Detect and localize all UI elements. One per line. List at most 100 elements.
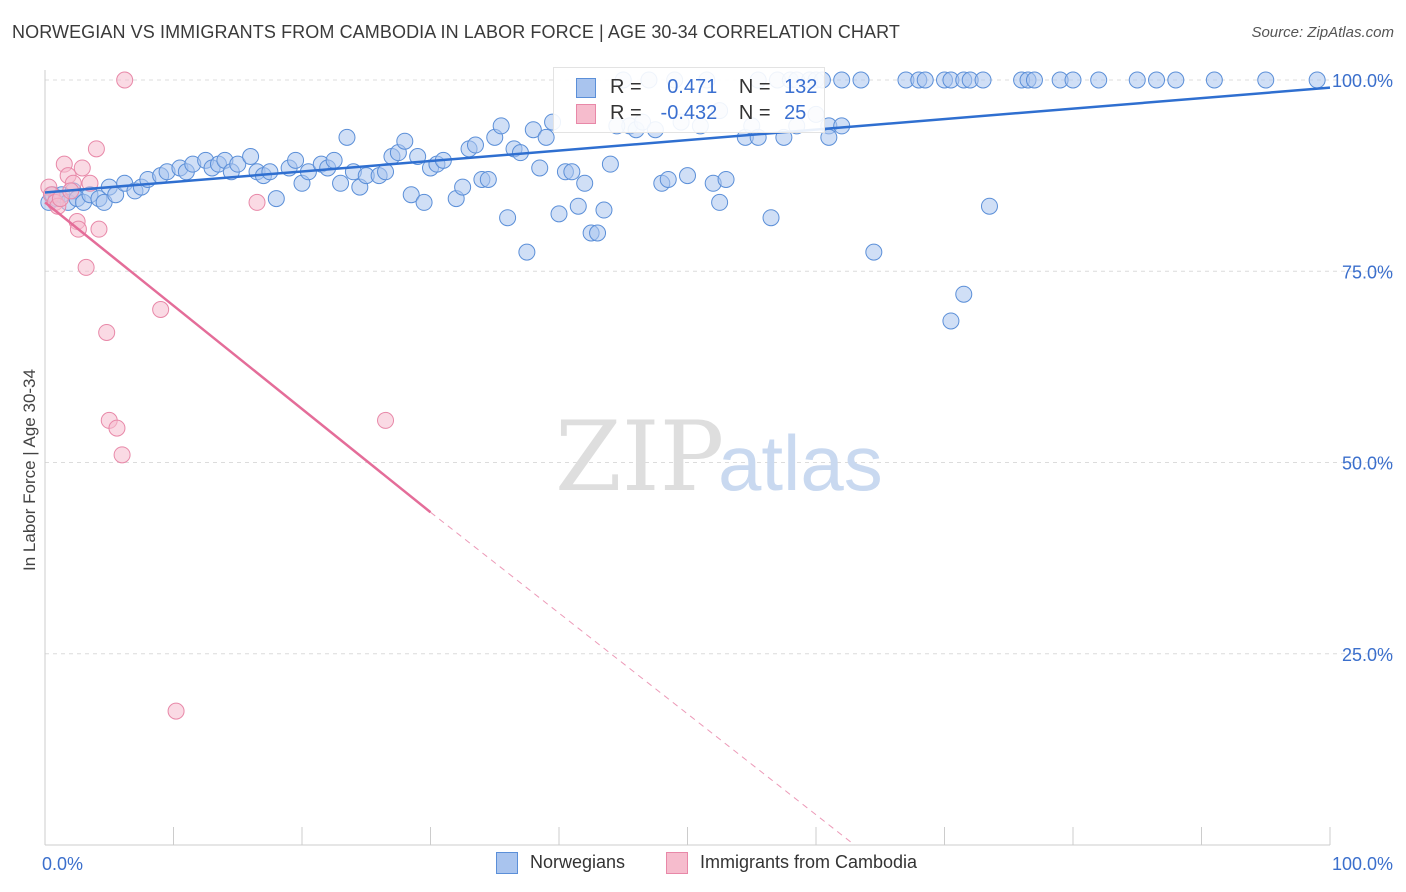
data-point-norwegians: [865, 243, 883, 261]
stats-legend: R = 0.471 N = 132 R = -0.432 N = 25: [553, 67, 825, 133]
data-point-norwegians: [531, 159, 549, 177]
data-point-norwegians: [1167, 71, 1185, 89]
trend-lines: [44, 86, 1331, 846]
legend-r-value: 0.471: [667, 76, 718, 98]
data-point-norwegians: [518, 243, 536, 261]
legend-row-norwegians: R = 0.471 N = 132: [576, 76, 817, 100]
data-point-norwegians: [261, 163, 279, 181]
grid-lines: [45, 79, 1395, 655]
data-point-norwegians: [524, 121, 542, 139]
data-point-norwegians: [454, 178, 472, 196]
data-point-cambodia: [248, 193, 266, 211]
data-point-norwegians: [659, 170, 677, 188]
data-point-norwegians: [1025, 71, 1043, 89]
trend-line-norwegians: [44, 86, 1331, 194]
data-point-cambodia: [113, 446, 131, 464]
data-point-norwegians: [563, 163, 581, 181]
trend-line-cambodia-extension: [430, 511, 855, 846]
data-point-norwegians: [1205, 71, 1223, 89]
data-point-norwegians: [955, 285, 973, 303]
data-point-norwegians: [711, 193, 729, 211]
legend-n-value: 25: [784, 102, 807, 124]
legend-label: Immigrants from Cambodia: [700, 852, 918, 872]
legend-swatch-pink: [576, 103, 596, 124]
trend-line-cambodia: [44, 201, 432, 514]
watermark: ZIP atlas: [555, 401, 883, 513]
data-point-norwegians: [569, 197, 587, 215]
data-point-norwegians: [916, 71, 934, 89]
data-point-norwegians: [479, 170, 497, 188]
data-point-cambodia: [90, 220, 108, 238]
legend-swatch-pink: [666, 852, 688, 875]
y-tick-label: 100.0%: [1332, 71, 1393, 91]
data-point-norwegians: [1308, 71, 1326, 89]
tick-labels: 25.0% 50.0% 75.0% 100.0% 0.0% 100.0%: [42, 71, 1393, 874]
legend-r-label: R =: [610, 102, 642, 124]
data-point-norwegians: [396, 132, 414, 150]
data-point-norwegians: [537, 128, 555, 146]
chart-title: NORWEGIAN VS IMMIGRANTS FROM CAMBODIA IN…: [12, 22, 901, 42]
data-point-norwegians: [980, 197, 998, 215]
data-point-norwegians: [679, 167, 696, 185]
y-tick-label: 75.0%: [1342, 262, 1393, 282]
legend-label: Norwegians: [530, 852, 626, 872]
data-point-norwegians: [415, 193, 433, 211]
data-point-norwegians: [1064, 71, 1082, 89]
watermark-atlas: atlas: [718, 419, 883, 507]
y-tick-label: 25.0%: [1342, 645, 1393, 665]
data-point-cambodia: [98, 323, 116, 341]
legend-r-label: R =: [610, 76, 642, 98]
data-point-norwegians: [338, 128, 356, 146]
data-point-norwegians: [762, 209, 780, 227]
legend-n-label: N =: [738, 76, 771, 98]
legend-item-cambodia: Immigrants from Cambodia: [666, 852, 918, 875]
legend-swatch-blue: [576, 77, 596, 98]
data-point-norwegians: [492, 117, 510, 135]
data-point-norwegians: [499, 209, 517, 227]
data-point-cambodia: [77, 258, 95, 276]
data-point-cambodia: [87, 140, 105, 158]
data-point-norwegians: [974, 71, 992, 89]
data-point-cambodia: [73, 159, 91, 177]
data-point-norwegians: [595, 201, 613, 219]
data-point-norwegians: [1257, 71, 1275, 89]
legend-n-value: 132: [784, 76, 818, 98]
data-point-cambodia: [167, 702, 185, 720]
data-point-norwegians: [402, 186, 420, 204]
data-point-norwegians: [229, 155, 247, 173]
data-point-norwegians: [466, 136, 484, 154]
legend-n-label: N =: [738, 102, 771, 124]
data-point-cambodia: [152, 301, 170, 318]
data-point-norwegians: [325, 151, 343, 169]
y-axis-label: In Labor Force | Age 30-34: [20, 369, 39, 571]
legend-swatch-blue: [496, 852, 518, 875]
data-point-norwegians: [717, 170, 735, 188]
data-point-norwegians: [589, 224, 607, 242]
legend-r-value: -0.432: [660, 102, 718, 124]
x-tick-label: 100.0%: [1332, 854, 1393, 874]
data-point-norwegians: [1090, 71, 1108, 89]
data-point-norwegians: [1128, 71, 1146, 89]
data-point-norwegians: [242, 148, 260, 165]
data-point-cambodia: [377, 411, 395, 429]
bottom-legend: Norwegians Immigrants from Cambodia: [0, 852, 1406, 878]
data-point-norwegians: [833, 71, 851, 89]
legend-item-norwegians: Norwegians: [496, 852, 626, 875]
data-point-norwegians: [550, 205, 568, 223]
data-point-norwegians: [852, 71, 870, 89]
watermark-zip: ZIP: [555, 401, 724, 513]
data-point-cambodia: [108, 419, 126, 437]
data-point-norwegians: [942, 312, 960, 330]
data-point-norwegians: [576, 174, 594, 192]
y-tick-label: 50.0%: [1342, 454, 1393, 474]
legend-row-cambodia: R = -0.432 N = 25: [576, 102, 806, 126]
data-point-norwegians: [601, 155, 619, 173]
data-point-norwegians: [267, 190, 285, 208]
data-point-norwegians: [1148, 71, 1166, 89]
data-point-norwegians: [332, 174, 350, 192]
x-tick-label: 0.0%: [42, 854, 83, 874]
data-point-cambodia: [116, 71, 134, 89]
source-label: Source: ZipAtlas.com: [1251, 24, 1394, 41]
data-point-norwegians: [287, 151, 305, 169]
